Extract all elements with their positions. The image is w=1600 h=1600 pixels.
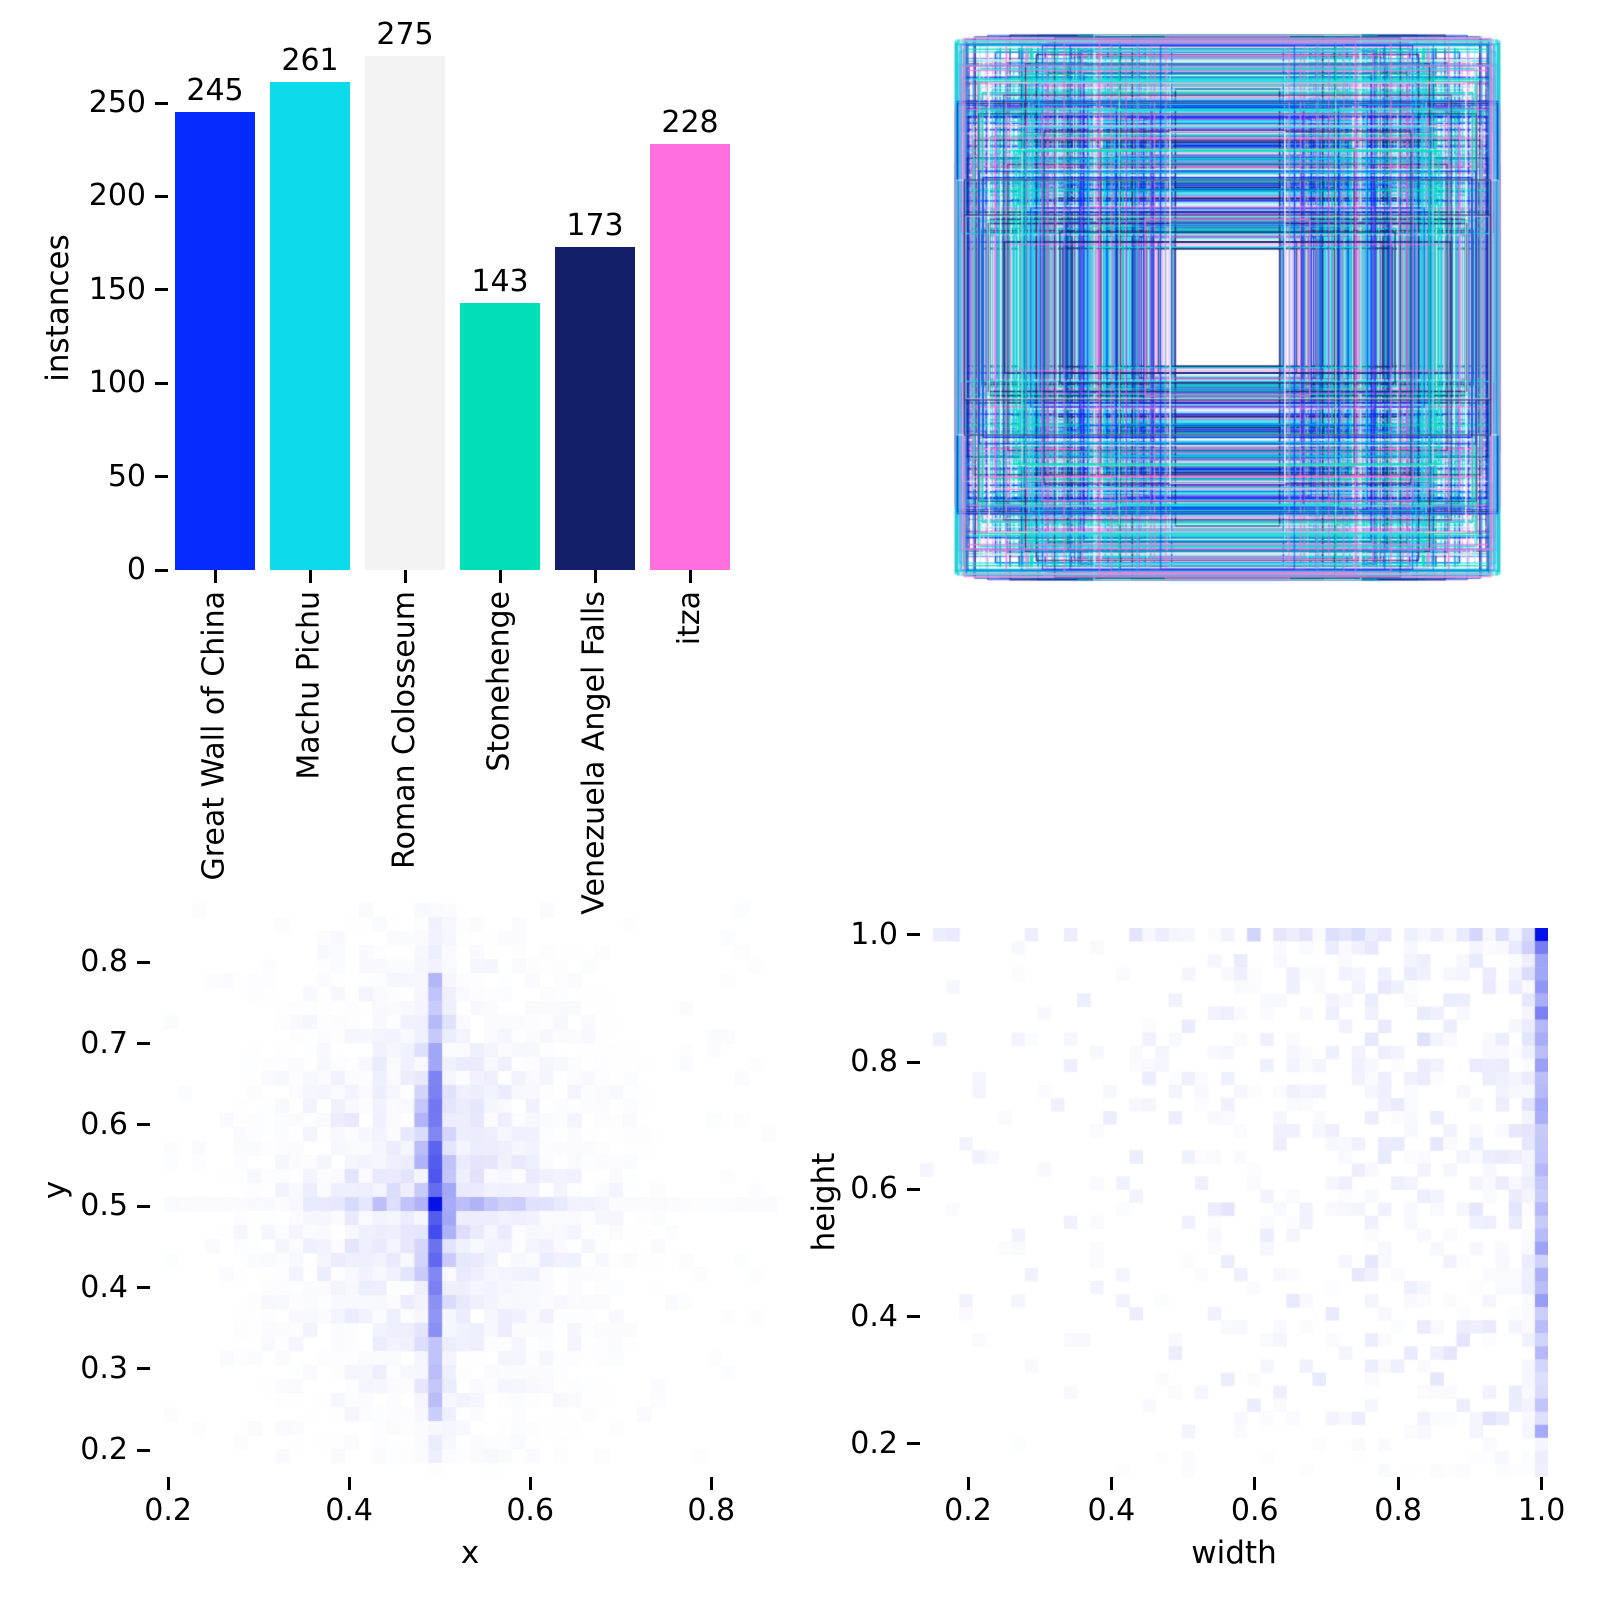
y-tick-mark xyxy=(155,475,168,479)
y-tick-label: 50 xyxy=(107,458,146,494)
xy-heatmap-x-tick-mark xyxy=(528,1477,532,1490)
xy-heatmap-y-tick-mark xyxy=(137,1204,150,1208)
bar-value-label: 228 xyxy=(661,105,719,141)
xy-heatmap-x-tick-label: 0.2 xyxy=(144,1493,192,1528)
y-tick-label: 150 xyxy=(88,271,146,307)
xy-heatmap-y-tick-mark xyxy=(137,1448,150,1452)
wh-heatmap-y-tick-label: 0.8 xyxy=(850,1044,898,1080)
wh-heatmap-x-tick-label: 0.6 xyxy=(1230,1493,1279,1528)
y-tick-mark xyxy=(155,288,168,292)
x-tick-mark xyxy=(403,570,407,583)
xy-heatmap-y-tick-mark xyxy=(137,960,150,964)
bar-Great Wall of China xyxy=(175,112,255,570)
xy-heatmap-y-tick-label: 0.4 xyxy=(80,1269,128,1305)
wh-heatmap-x-tick-label: 0.4 xyxy=(1087,1493,1136,1528)
y-tick-label: 200 xyxy=(88,178,146,214)
bar-Machu Pichu xyxy=(270,82,350,570)
y-tick-mark xyxy=(155,381,168,385)
bar-value-label: 143 xyxy=(471,263,529,299)
category-label: Stonehenge xyxy=(482,591,517,772)
wh-heatmap-x-tick-label: 0.8 xyxy=(1374,1493,1423,1528)
y-tick-mark xyxy=(155,194,168,198)
category-label: Great Wall of China xyxy=(197,591,232,881)
xy-heatmap-y-tick-label: 0.6 xyxy=(80,1106,128,1142)
wh-heatmap-x-tick-label: 1.0 xyxy=(1517,1493,1566,1528)
bar-value-label: 245 xyxy=(186,73,244,109)
xy-heatmap-y-tick-label: 0.8 xyxy=(80,944,128,980)
xy-heatmap-x-tick-label: 0.4 xyxy=(325,1493,373,1528)
bar-itza xyxy=(650,144,730,570)
wh-heatmap-x-tick-mark xyxy=(1109,1477,1113,1490)
xy-heatmap-y-tick-mark xyxy=(137,1123,150,1127)
category-label: Venezuela Angel Falls xyxy=(577,591,612,915)
wh-heatmap-x-tick-mark xyxy=(1540,1477,1544,1490)
wh-heatmap-x-tick-mark xyxy=(1253,1477,1257,1490)
bar-value-label: 275 xyxy=(376,17,434,53)
xy-heatmap-x-tick-mark xyxy=(347,1477,351,1490)
width-height-heatmap-plot xyxy=(920,928,1548,1477)
bounding-boxes-overlay-plot xyxy=(950,30,1505,585)
x-tick-mark xyxy=(308,570,312,583)
category-label: Machu Pichu xyxy=(292,591,327,780)
bar-Roman Colosseum xyxy=(365,56,445,570)
wh-heatmap-y-tick-label: 0.6 xyxy=(850,1171,898,1207)
y-tick-label: 0 xyxy=(126,552,146,587)
wh-heatmap-x-tick-mark xyxy=(1396,1477,1400,1490)
bar-Venezuela Angel Falls xyxy=(555,246,635,570)
wh-heatmap-y-tick-mark xyxy=(907,1187,920,1191)
wh-heatmap-y-tick-label: 1.0 xyxy=(850,916,898,952)
y-tick-label: 100 xyxy=(88,365,146,401)
xy-heatmap-y-tick-label: 0.3 xyxy=(80,1350,128,1386)
bar-Stonehenge xyxy=(460,302,540,570)
wh-heatmap-y-tick-mark xyxy=(907,933,920,937)
ylabel-y: y xyxy=(37,1180,73,1200)
y-tick-mark xyxy=(155,101,168,105)
wh-heatmap-y-tick-label: 0.2 xyxy=(850,1425,898,1461)
xy-heatmap-y-tick-mark xyxy=(137,1367,150,1371)
xy-heatmap-y-tick-mark xyxy=(137,1286,150,1290)
xy-heatmap-x-tick-label: 0.8 xyxy=(687,1493,736,1528)
xy-heatmap-y-tick-mark xyxy=(137,1042,150,1046)
xy-heatmap-x-tick-mark xyxy=(709,1477,713,1490)
wh-heatmap-y-tick-mark xyxy=(907,1442,920,1446)
xy-center-heatmap-plot xyxy=(150,903,790,1477)
xy-heatmap-x-tick-label: 0.6 xyxy=(506,1493,555,1528)
xy-heatmap-y-tick-label: 0.2 xyxy=(80,1432,128,1468)
ylabel-instances: instances xyxy=(40,234,76,382)
wh-heatmap-y-tick-mark xyxy=(907,1060,920,1064)
xlabel-x: x xyxy=(460,1535,480,1571)
wh-heatmap-y-tick-mark xyxy=(907,1315,920,1319)
bar-value-label: 173 xyxy=(566,207,624,243)
x-tick-mark xyxy=(593,570,597,583)
category-label: itza xyxy=(672,591,707,646)
y-tick-label: 250 xyxy=(88,85,146,120)
wh-heatmap-x-tick-label: 0.2 xyxy=(944,1493,992,1528)
xy-heatmap-x-tick-mark xyxy=(166,1477,170,1490)
x-tick-mark xyxy=(213,570,217,583)
y-tick-mark xyxy=(155,568,168,572)
xlabel-width: width xyxy=(1191,1535,1277,1571)
ylabel-height: height xyxy=(806,1152,842,1252)
wh-heatmap-x-tick-mark xyxy=(966,1477,970,1490)
bar-value-label: 261 xyxy=(281,43,339,79)
x-tick-mark xyxy=(498,570,502,583)
category-label: Roman Colosseum xyxy=(387,591,422,869)
xy-heatmap-y-tick-label: 0.5 xyxy=(80,1188,128,1224)
x-tick-mark xyxy=(688,570,692,583)
wh-heatmap-y-tick-label: 0.4 xyxy=(850,1298,898,1334)
xy-heatmap-y-tick-label: 0.7 xyxy=(80,1025,128,1061)
